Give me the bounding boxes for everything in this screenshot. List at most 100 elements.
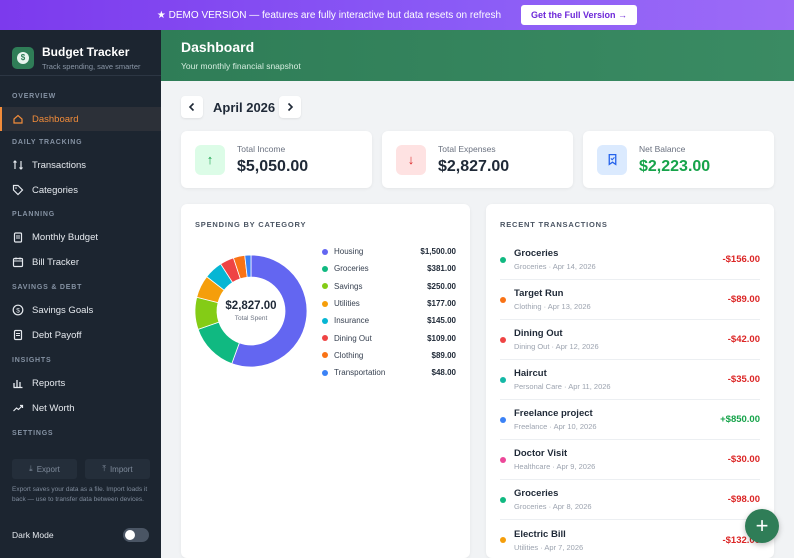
sidebar-item-dashboard[interactable]: Dashboard bbox=[0, 107, 161, 131]
export-button[interactable]: ⤓ Export bbox=[12, 459, 77, 479]
page-header: Dashboard Your monthly financial snapsho… bbox=[161, 30, 794, 81]
transaction-row[interactable]: Target Run Clothing · Apr 13, 2026 -$89.00 bbox=[500, 280, 760, 320]
transaction-meta: Utilities · Apr 7, 2026 bbox=[514, 542, 584, 552]
transaction-row[interactable]: Freelance project Freelance · Apr 10, 202… bbox=[500, 400, 760, 440]
stat-value: $5,050.00 bbox=[237, 157, 309, 175]
transaction-name: Haircut bbox=[514, 368, 547, 379]
svg-text:$: $ bbox=[16, 307, 20, 314]
prev-month-button[interactable] bbox=[181, 96, 203, 118]
get-full-version-button[interactable]: Get the Full Version → bbox=[521, 5, 638, 25]
transaction-meta: Dining Out · Apr 12, 2026 bbox=[514, 342, 599, 351]
add-transaction-button[interactable]: + bbox=[745, 509, 779, 543]
legend-label: Utilities bbox=[334, 299, 360, 309]
export-import-note: Export saves your data as a file. Import… bbox=[12, 486, 148, 503]
spending-by-category-panel: SPENDING BY CATEGORY $2,827.00 Total Spe… bbox=[181, 204, 470, 558]
tag-icon bbox=[12, 184, 24, 196]
spending-title: SPENDING BY CATEGORY bbox=[195, 220, 307, 229]
legend-swatch bbox=[322, 248, 328, 255]
transaction-amount: -$156.00 bbox=[722, 254, 760, 265]
sidebar-item-savings-goals[interactable]: $ Savings Goals bbox=[0, 298, 161, 322]
demo-banner: ★ DEMO VERSION — features are fully inte… bbox=[0, 0, 794, 30]
legend-item: Insurance $145.00 bbox=[322, 312, 456, 329]
stat-label: Net Balance bbox=[639, 143, 686, 154]
legend-label: Insurance bbox=[334, 316, 370, 326]
total-spent-value: $2,827.00 bbox=[225, 300, 277, 312]
legend-label: Transportation bbox=[334, 368, 386, 378]
download-icon: ⤓ bbox=[29, 464, 33, 473]
transaction-meta: Personal Care · Apr 11, 2026 bbox=[514, 382, 611, 391]
transaction-meta: Clothing · Apr 13, 2026 bbox=[514, 302, 591, 311]
export-label: Export bbox=[36, 464, 60, 474]
legend-item: Savings $250.00 bbox=[322, 278, 456, 295]
dark-mode-label: Dark Mode bbox=[12, 530, 54, 540]
legend-value: $145.00 bbox=[427, 316, 456, 326]
legend-value: $250.00 bbox=[427, 281, 456, 291]
chevron-left-icon bbox=[188, 102, 195, 112]
donut-slice-housing[interactable] bbox=[231, 254, 308, 368]
brand-subtitle: Track spending, save smarter bbox=[42, 61, 141, 71]
transaction-row[interactable]: Dining Out Dining Out · Apr 12, 2026 -$42.… bbox=[500, 320, 760, 360]
sidebar-item-monthly-budget[interactable]: Monthly Budget bbox=[0, 225, 161, 249]
next-month-button[interactable] bbox=[279, 96, 301, 118]
transaction-row[interactable]: Groceries Groceries · Apr 8, 2026 -$98.00 bbox=[500, 480, 760, 520]
calendar-icon bbox=[12, 256, 24, 268]
sidebar-item-transactions[interactable]: Transactions bbox=[0, 153, 161, 177]
trend-icon bbox=[12, 402, 24, 414]
import-button[interactable]: ⤒ Import bbox=[85, 459, 150, 479]
sidebar-item-label: Debt Payoff bbox=[32, 329, 82, 341]
donut-slice-transportation[interactable] bbox=[244, 254, 252, 278]
transaction-name: Groceries bbox=[514, 248, 559, 259]
dark-mode-toggle[interactable] bbox=[123, 528, 149, 542]
legend-item: Clothing $89.00 bbox=[322, 347, 456, 364]
dark-mode-row: Dark Mode bbox=[12, 528, 149, 542]
legend-label: Clothing bbox=[334, 350, 364, 360]
transaction-amount: +$850.00 bbox=[720, 414, 760, 425]
legend-value: $109.00 bbox=[427, 333, 456, 343]
sidebar-item-label: Monthly Budget bbox=[32, 231, 99, 243]
spending-donut-chart bbox=[194, 254, 308, 368]
chart-legend: Housing $1,500.00 Groceries $381.00 Savings $… bbox=[322, 243, 456, 381]
legend-swatch bbox=[322, 265, 328, 272]
sidebar-item-label: Dashboard bbox=[32, 113, 79, 125]
stat-card-total-income: ↑ Total Income $5,050.00 bbox=[181, 131, 372, 188]
transaction-row[interactable]: Electric Bill Utilities · Apr 7, 2026 -$13… bbox=[500, 520, 760, 558]
transaction-amount: -$89.00 bbox=[727, 294, 760, 305]
legend-value: $89.00 bbox=[431, 350, 456, 360]
sidebar-section-label: INSIGHTS bbox=[12, 357, 52, 364]
legend-label: Dining Out bbox=[334, 333, 372, 343]
legend-swatch bbox=[322, 283, 328, 290]
sidebar-item-label: Reports bbox=[32, 377, 66, 389]
sidebar-item-label: Categories bbox=[32, 184, 78, 196]
category-dot bbox=[500, 537, 506, 543]
sidebar-item-bill-tracker[interactable]: Bill Tracker bbox=[0, 250, 161, 274]
sidebar-item-debt-payoff[interactable]: Debt Payoff bbox=[0, 323, 161, 347]
donut-center: $2,827.00 Total Spent bbox=[195, 255, 307, 367]
transaction-row[interactable]: Groceries Groceries · Apr 14, 2026 -$156.0… bbox=[500, 240, 760, 280]
sidebar-section-label: SAVINGS & DEBT bbox=[12, 284, 83, 291]
brand: $ Budget Tracker Track spending, save sm… bbox=[0, 30, 161, 76]
legend-value: $381.00 bbox=[427, 264, 456, 274]
sidebar-item-label: Bill Tracker bbox=[32, 256, 79, 268]
legend-value: $177.00 bbox=[427, 299, 456, 309]
transaction-amount: -$35.00 bbox=[727, 374, 760, 385]
transaction-row[interactable]: Haircut Personal Care · Apr 11, 2026 -$35.… bbox=[500, 360, 760, 400]
transaction-row[interactable]: Doctor Visit Healthcare · Apr 9, 2026 -$30… bbox=[500, 440, 760, 480]
sidebar-item-label: Transactions bbox=[32, 159, 87, 171]
transaction-meta: Freelance · Apr 10, 2026 bbox=[514, 422, 597, 431]
sidebar-item-net-worth[interactable]: Net Worth bbox=[0, 396, 161, 420]
bar-chart-icon bbox=[12, 377, 24, 389]
sidebar-section-label: DAILY TRACKING bbox=[12, 139, 83, 146]
sidebar-section-label: SETTINGS bbox=[12, 430, 54, 437]
card-icon bbox=[12, 329, 24, 341]
arrow-down-icon: ↓ bbox=[396, 144, 426, 175]
category-dot bbox=[500, 376, 506, 383]
arrow-up-icon: ↑ bbox=[195, 144, 225, 175]
sidebar-item-categories[interactable]: Categories bbox=[0, 178, 161, 202]
transaction-name: Target Run bbox=[514, 288, 564, 299]
transaction-amount: -$42.00 bbox=[727, 334, 760, 345]
sidebar-item-reports[interactable]: Reports bbox=[0, 371, 161, 395]
category-dot bbox=[500, 496, 506, 503]
legend-swatch bbox=[322, 369, 328, 376]
transaction-amount: -$98.00 bbox=[727, 494, 760, 505]
transaction-amount: -$132.00 bbox=[722, 534, 760, 546]
